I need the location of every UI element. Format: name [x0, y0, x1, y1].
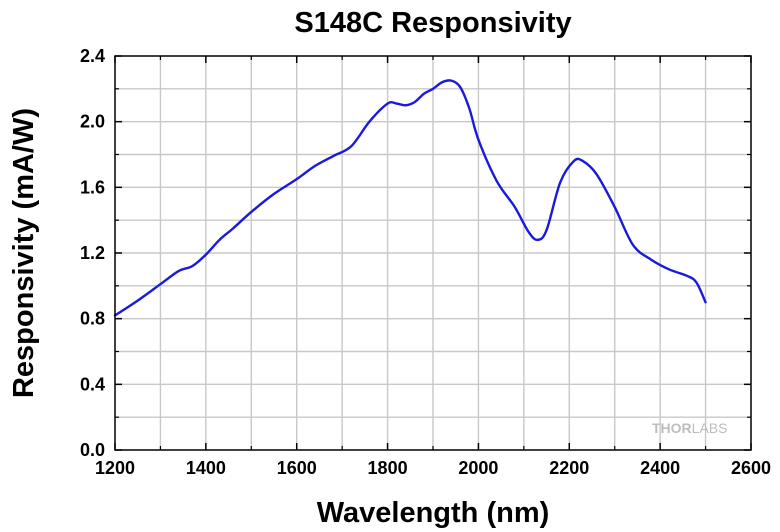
watermark-light: LABS: [692, 420, 728, 436]
x-axis-label: Wavelength (nm): [317, 497, 550, 529]
x-tick-label: 1200: [95, 458, 135, 478]
x-tick-label: 1600: [277, 458, 317, 478]
y-tick-label: 0.8: [80, 309, 105, 329]
grid-lines: [115, 56, 751, 450]
chart-title: S148C Responsivity: [294, 7, 571, 39]
y-axis-label: Responsivity (mA/W): [8, 108, 40, 398]
x-tick-label: 2400: [640, 458, 680, 478]
x-tick-label: 1800: [368, 458, 408, 478]
responsivity-curve: [113, 79, 707, 317]
thorlabs-watermark: THORLABS: [652, 420, 727, 436]
y-tick-label: 0.4: [80, 374, 105, 394]
y-tick-label: 1.6: [80, 177, 105, 197]
y-tick-label: 1.2: [80, 243, 105, 263]
y-tick-label: 2.4: [80, 46, 105, 66]
svg-text:THORLABS: THORLABS: [652, 420, 727, 436]
x-tick-label: 2200: [549, 458, 589, 478]
x-tick-label: 1400: [186, 458, 226, 478]
watermark-bold: THOR: [652, 420, 692, 436]
x-tick-label: 2600: [731, 458, 771, 478]
x-tick-label: 2000: [458, 458, 498, 478]
y-tick-label: 0.0: [80, 440, 105, 460]
series-layer: [113, 79, 707, 317]
axis-ticks: 1200 1400 1600 1800 2000 2200 2400 2600 0.0 0.4 0.…: [80, 46, 771, 478]
y-tick-label: 2.0: [80, 112, 105, 132]
